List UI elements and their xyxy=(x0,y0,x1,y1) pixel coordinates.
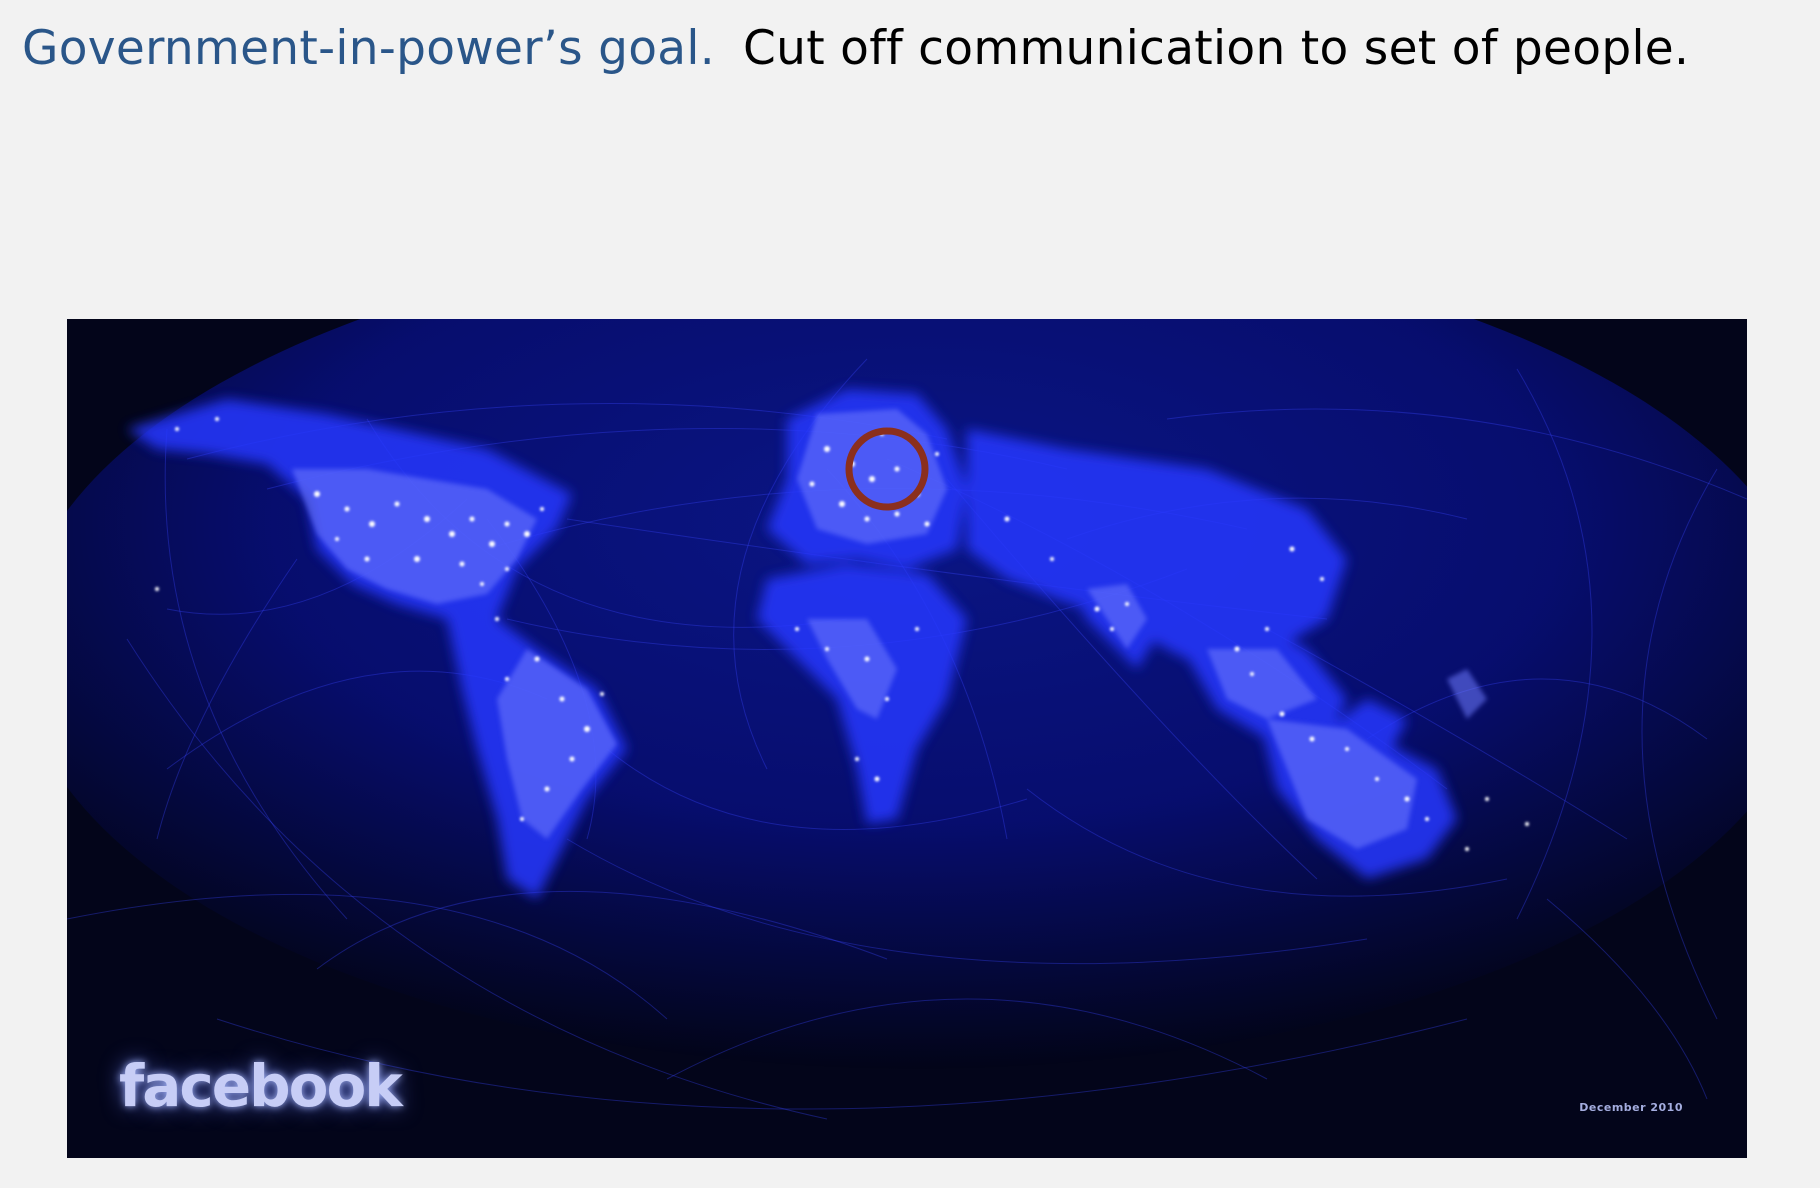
facebook-logo: facebook xyxy=(119,1052,403,1120)
title-rest: Cut off communication to set of people. xyxy=(743,21,1690,76)
map-date-label: December 2010 xyxy=(1579,1101,1683,1114)
world-map-svg xyxy=(67,319,1747,1158)
slide-title: Government-in-power’s goal. Cut off commu… xyxy=(22,18,1689,79)
title-lead: Government-in-power’s goal. xyxy=(22,21,715,76)
facebook-friendship-map: facebook December 2010 xyxy=(67,319,1747,1158)
highlight-circle xyxy=(845,427,929,511)
